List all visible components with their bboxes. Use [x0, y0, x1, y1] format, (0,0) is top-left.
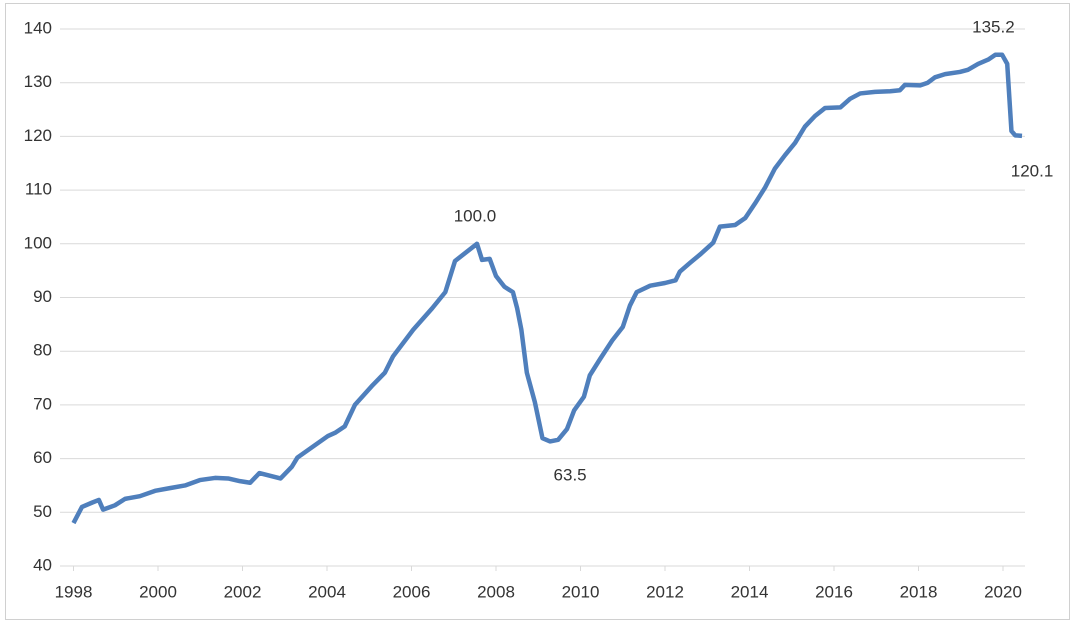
x-tick-label: 2014: [731, 582, 769, 601]
y-tick-label: 90: [33, 287, 52, 306]
y-tick-label: 80: [33, 341, 52, 360]
x-tick-label: 2010: [562, 582, 600, 601]
y-tick-label: 110: [25, 180, 52, 199]
data-label: 120.1: [1011, 161, 1054, 180]
chart-frame: [5, 3, 1070, 620]
x-tick-label: 2020: [984, 582, 1022, 601]
x-tick-label: 2006: [393, 582, 431, 601]
y-tick-label: 140: [24, 18, 52, 37]
data-label: 135.2: [972, 17, 1015, 36]
x-tick-label: 2016: [815, 582, 853, 601]
y-tick-label: 60: [33, 448, 52, 467]
y-tick-label: 50: [33, 502, 52, 521]
data-label: 63.5: [554, 465, 587, 484]
x-tick-label: 2004: [308, 582, 346, 601]
y-tick-label: 100: [24, 233, 52, 252]
x-tick-label: 2008: [477, 582, 515, 601]
y-tick-label: 70: [33, 394, 52, 413]
y-tick-label: 130: [24, 72, 52, 91]
x-tick-label: 2000: [139, 582, 177, 601]
line: [71, 52, 1023, 525]
x-tick-label: 2018: [900, 582, 938, 601]
y-tick-label: 40: [33, 555, 52, 574]
x-tick-label: 2012: [646, 582, 684, 601]
x-tick-label: 1998: [55, 582, 93, 601]
y-tick-label: 120: [24, 126, 52, 145]
data-label: 100.0: [454, 206, 497, 225]
x-tick-label: 2002: [224, 582, 262, 601]
